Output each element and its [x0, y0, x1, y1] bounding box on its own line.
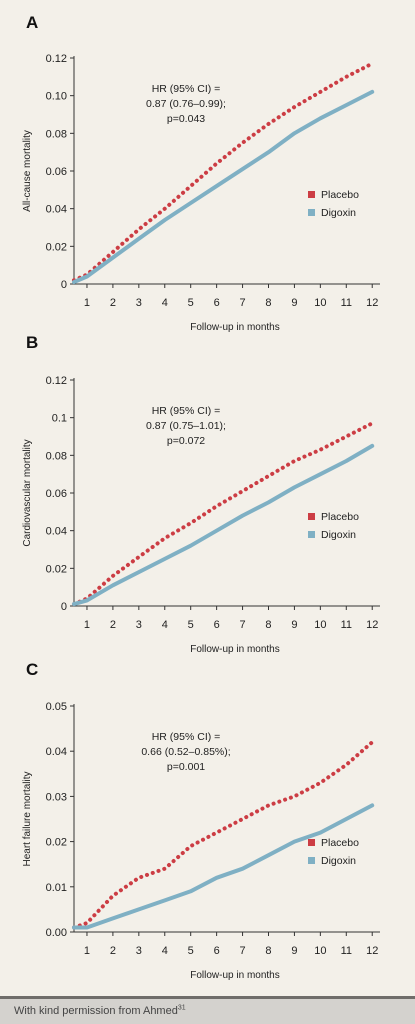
panel-label: B [26, 333, 38, 352]
series-line-digoxin [72, 803, 375, 930]
x-tick-label: 10 [314, 297, 326, 309]
y-tick-label: 0.1 [52, 413, 67, 425]
hr-annotation-line: 0.87 (0.76–0.99); [146, 98, 226, 110]
x-tick-label: 1 [84, 945, 90, 957]
chart-panel-a: A00.020.040.060.080.100.121 2 3 4 5 6 7 8 9 10 11 1… [22, 13, 380, 333]
x-tick-label: 7 [239, 945, 245, 957]
x-tick-label: 8 [265, 297, 271, 309]
y-axis-title: Cardiovascular mortality [22, 439, 33, 546]
footer-reference: 31 [177, 1004, 186, 1012]
legend-label-placebo: Placebo [321, 511, 359, 523]
panel-label: C [26, 660, 38, 679]
y-tick-label: 0 [61, 601, 67, 613]
legend-label-digoxin: Digoxin [321, 207, 356, 219]
hr-annotation-line: 0.87 (0.75–1.01); [146, 420, 226, 432]
x-tick-label: 4 [162, 945, 168, 957]
x-tick-label: 2 [110, 297, 116, 309]
y-axis-title: All-cause mortality [22, 130, 33, 212]
x-tick-label: 5 [188, 619, 194, 631]
chart-figure: A00.020.040.060.080.100.121 2 3 4 5 6 7 8 9 10 11 1… [22, 13, 380, 981]
hr-annotation-line: 0.66 (0.52–0.85%); [141, 746, 230, 758]
footer-credit: With kind permission from Ahmed31 [0, 996, 415, 1024]
x-tick-label: 3 [136, 945, 142, 957]
x-tick-label: 2 [110, 945, 116, 957]
hr-annotation-line: HR (95% CI) = [152, 405, 221, 417]
x-tick-label: 11 [341, 619, 352, 631]
x-tick-label: 11 [341, 945, 352, 957]
legend-label-digoxin: Digoxin [321, 855, 356, 867]
panel-label: A [26, 13, 38, 32]
y-tick-label: 0.10 [46, 91, 67, 103]
x-tick-label: 12 [366, 619, 378, 631]
x-axis-title: Follow-up in months [190, 644, 279, 655]
y-tick-label: 0.12 [46, 53, 67, 65]
x-tick-label: 7 [239, 297, 245, 309]
legend-swatch-digoxin [308, 857, 315, 864]
x-tick-label: 11 [341, 297, 352, 309]
x-tick-label: 9 [291, 619, 297, 631]
x-tick-label: 5 [188, 945, 194, 957]
x-tick-label: 8 [265, 945, 271, 957]
chart-panel-b: B00.020.040.060.080.10.121 2 3 4 5 6 7 8 9 10 11 12… [22, 333, 380, 655]
x-axis-title: Follow-up in months [190, 970, 279, 981]
legend-swatch-placebo [308, 839, 315, 846]
x-tick-label: 8 [265, 619, 271, 631]
y-tick-label: 0.08 [46, 450, 67, 462]
series-line-placebo [72, 61, 375, 283]
x-tick-label: 9 [291, 945, 297, 957]
hr-annotation-line: HR (95% CI) = [152, 83, 221, 95]
y-tick-label: 0.04 [46, 204, 67, 216]
y-tick-label: 0.06 [46, 166, 67, 178]
x-tick-label: 1 [84, 619, 90, 631]
legend-label-placebo: Placebo [321, 189, 359, 201]
x-tick-label: 6 [214, 619, 220, 631]
legend-label-digoxin: Digoxin [321, 529, 356, 541]
footer-text: With kind permission from Ahmed [14, 1005, 178, 1017]
hr-annotation-line: p=0.072 [167, 435, 205, 447]
series-line-placebo [72, 421, 375, 607]
x-tick-label: 7 [239, 619, 245, 631]
x-tick-label: 9 [291, 297, 297, 309]
x-tick-label: 10 [314, 945, 326, 957]
y-tick-label: 0.02 [46, 563, 67, 575]
legend-swatch-placebo [308, 513, 315, 520]
legend-swatch-digoxin [308, 209, 315, 216]
x-tick-label: 10 [314, 619, 326, 631]
series-line-placebo [72, 740, 375, 930]
x-tick-label: 12 [366, 297, 378, 309]
y-axis-title: Heart failure mortality [22, 771, 33, 866]
x-tick-label: 3 [136, 619, 142, 631]
x-tick-label: 1 [84, 297, 90, 309]
x-tick-label: 6 [214, 945, 220, 957]
legend-label-placebo: Placebo [321, 837, 359, 849]
y-tick-label: 0.02 [46, 241, 67, 253]
x-tick-label: 4 [162, 619, 168, 631]
x-tick-label: 2 [110, 619, 116, 631]
y-tick-label: 0.08 [46, 128, 67, 140]
x-tick-label: 4 [162, 297, 168, 309]
y-tick-label: 0.04 [46, 746, 67, 758]
series-line-digoxin [72, 89, 375, 285]
series-line-digoxin [72, 443, 375, 607]
legend-swatch-digoxin [308, 531, 315, 538]
y-tick-label: 0.05 [46, 701, 67, 713]
hr-annotation-line: HR (95% CI) = [152, 731, 221, 743]
x-tick-label: 6 [214, 297, 220, 309]
x-tick-label: 12 [366, 945, 378, 957]
x-axis-title: Follow-up in months [190, 322, 279, 333]
x-tick-label: 5 [188, 297, 194, 309]
y-tick-label: 0.03 [46, 791, 67, 803]
y-tick-label: 0 [61, 279, 67, 291]
y-tick-label: 0.04 [46, 526, 67, 538]
y-tick-label: 0.12 [46, 375, 67, 387]
hr-annotation-line: p=0.043 [167, 113, 205, 125]
legend-swatch-placebo [308, 191, 315, 198]
y-tick-label: 0.01 [46, 882, 67, 894]
y-tick-label: 0.02 [46, 837, 67, 849]
y-tick-label: 0.06 [46, 488, 67, 500]
chart-panel-c: C0.000.010.020.030.040.051 2 3 4 5 6 7 8 9 10 11 12… [22, 660, 380, 981]
hr-annotation-line: p=0.001 [167, 761, 205, 773]
x-tick-label: 3 [136, 297, 142, 309]
y-tick-label: 0.00 [46, 927, 67, 939]
